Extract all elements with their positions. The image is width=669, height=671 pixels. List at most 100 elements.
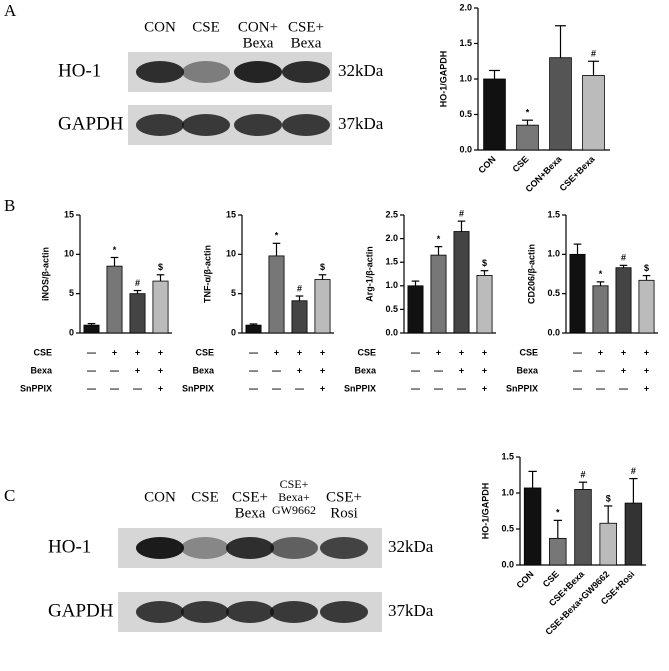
condition-label: Bexa — [354, 365, 377, 375]
bar — [549, 57, 572, 151]
condition-label: CSE — [357, 347, 376, 357]
blot-band — [270, 601, 318, 623]
y-tick-label: 10 — [226, 249, 236, 259]
lane-label: CSE — [191, 489, 219, 505]
condition-mark: — — [133, 383, 142, 393]
bar — [268, 255, 285, 334]
condition-mark: + — [158, 365, 163, 375]
bar — [615, 267, 632, 334]
condition-mark: + — [158, 383, 163, 393]
y-tick-label: 0.0 — [459, 144, 472, 154]
blot-band — [282, 114, 330, 136]
condition-mark: + — [436, 347, 441, 357]
panel-label: B — [4, 196, 15, 215]
bar — [592, 285, 609, 334]
blot-band — [234, 61, 282, 83]
y-tick-label: 1.5 — [385, 257, 398, 267]
bar — [624, 502, 643, 566]
x-tick-label: CSE+Bexa — [558, 153, 598, 193]
bar — [152, 280, 169, 334]
condition-mark: — — [249, 383, 258, 393]
condition-mark: + — [644, 383, 649, 393]
blot-row-label: HO-1 — [48, 536, 91, 557]
significance-label: * — [275, 231, 279, 241]
y-tick-label: 1.5 — [459, 38, 472, 48]
lane-label: CON — [144, 19, 176, 35]
condition-mark: — — [573, 347, 582, 357]
condition-label: CSE — [195, 347, 214, 357]
condition-mark: — — [596, 383, 605, 393]
condition-mark: — — [457, 383, 466, 393]
y-tick-label: 1.5 — [501, 451, 514, 461]
condition-label: Bexa — [30, 365, 53, 375]
blot-band — [226, 601, 274, 623]
lane-label: Bexa — [235, 505, 266, 521]
condition-label: Bexa — [192, 365, 215, 375]
condition-mark: — — [272, 383, 281, 393]
condition-mark: + — [297, 347, 302, 357]
lane-label: Bexa — [291, 35, 322, 51]
lane-label: CSE — [192, 19, 220, 35]
blot-row-label: HO-1 — [58, 60, 101, 81]
blot-band — [136, 601, 184, 623]
bar — [83, 324, 100, 334]
bar — [569, 253, 586, 334]
condition-mark: + — [320, 365, 325, 375]
panel-label: C — [4, 486, 15, 505]
blot-row-label: GAPDH — [48, 600, 114, 621]
condition-mark: + — [459, 365, 464, 375]
blot-band — [136, 114, 184, 136]
bar — [516, 124, 539, 151]
lane-label: Bexa+ — [278, 490, 310, 504]
y-axis-label: HO-1/GAPDH — [438, 51, 448, 108]
condition-mark: — — [110, 365, 119, 375]
y-tick-label: 15 — [226, 209, 236, 219]
y-tick-label: 0.5 — [501, 523, 514, 533]
x-tick-label: CSE — [510, 154, 530, 174]
bar — [483, 78, 506, 151]
significance-label: $ — [482, 258, 487, 268]
significance-label: $ — [320, 262, 325, 272]
bar — [129, 293, 146, 334]
lane-label: CSE+ — [326, 489, 362, 505]
lane-label: Rosi — [330, 505, 358, 521]
condition-mark: + — [621, 347, 626, 357]
x-tick-label: CON — [476, 154, 497, 175]
bar — [549, 537, 567, 566]
y-axis-label: HO-1/GAPDH — [480, 483, 490, 540]
condition-mark: + — [112, 347, 117, 357]
condition-mark: + — [135, 365, 140, 375]
condition-mark: — — [272, 365, 281, 375]
bar — [599, 522, 617, 566]
lane-label: CSE+ — [288, 19, 324, 35]
bar — [430, 254, 447, 334]
y-tick-label: 0.0 — [547, 327, 560, 337]
bar — [523, 487, 542, 566]
condition-mark: — — [434, 383, 443, 393]
y-tick-label: 0.5 — [547, 288, 560, 298]
blot-band — [136, 61, 184, 83]
condition-mark: — — [411, 383, 420, 393]
blot-band — [181, 601, 229, 623]
significance-label: # — [621, 253, 626, 263]
significance-label: * — [437, 234, 441, 244]
lane-label: CON — [144, 489, 176, 505]
y-axis-label: CD206/β-actin — [526, 244, 536, 304]
condition-label: CSE — [33, 347, 52, 357]
x-tick-label: CON — [514, 569, 535, 590]
significance-label: # — [459, 209, 464, 219]
condition-label: SnPPIX — [182, 383, 214, 393]
bar — [453, 231, 470, 334]
y-tick-label: 0.5 — [459, 109, 472, 119]
significance-label: # — [297, 283, 302, 293]
y-axis-label: iNOS/β-actin — [40, 247, 50, 301]
bar — [582, 75, 605, 151]
lane-label: GW9662 — [272, 503, 316, 517]
condition-mark: — — [573, 383, 582, 393]
condition-mark: + — [482, 347, 487, 357]
y-tick-label: 1.0 — [547, 249, 560, 259]
condition-mark: — — [619, 383, 628, 393]
y-tick-label: 2.5 — [385, 209, 398, 219]
y-tick-label: 0.5 — [385, 304, 398, 314]
